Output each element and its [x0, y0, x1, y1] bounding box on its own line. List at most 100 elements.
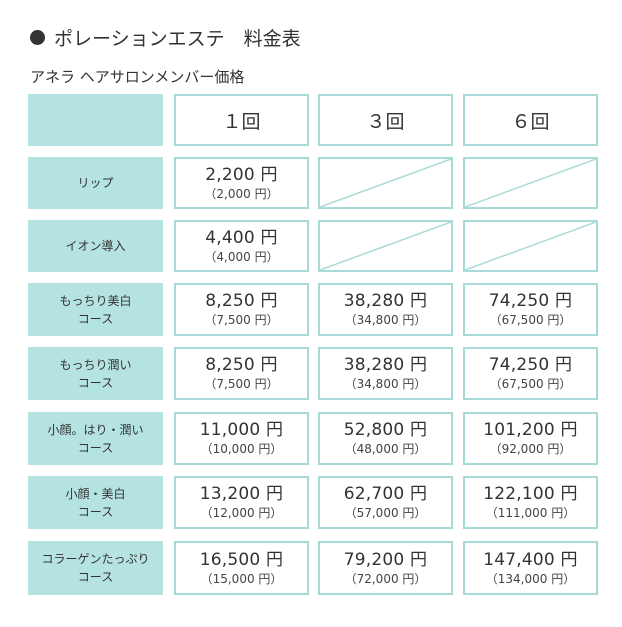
price-before-tax: （7,500 円）	[204, 377, 279, 391]
diagonal-slash	[465, 159, 596, 207]
price-before-tax: （72,000 円）	[344, 571, 427, 586]
price-block: 74,250 円 （67,500 円）	[465, 349, 596, 398]
price-block: 8,250 円 （7,500 円）	[176, 285, 307, 334]
row-label-line1: もっちり美白	[59, 293, 132, 308]
row-label: リップ	[28, 157, 163, 209]
price-cell: 101,200 円 （92,000 円）	[463, 412, 598, 465]
row-label-line2: コース	[77, 311, 114, 326]
price-before-tax: （67,500 円）	[489, 313, 572, 327]
price-amount: 74,250 円	[488, 291, 573, 311]
price-amount: 38,280 円	[343, 291, 428, 311]
price-amount: 101,200 円	[483, 420, 578, 440]
row-label: もっちり潤い コース	[28, 347, 163, 400]
price-amount: 122,100 円	[483, 484, 578, 504]
price-amount: 13,200 円	[199, 484, 284, 504]
price-block: 38,280 円 （34,800 円）	[320, 285, 451, 334]
row-label: もっちり美白 コース	[28, 283, 163, 336]
price-before-tax: （7,500 円）	[204, 313, 279, 327]
price-block: 147,400 円 （134,000 円）	[465, 543, 596, 593]
price-block: 74,250 円 （67,500 円）	[465, 285, 596, 334]
price-cell: 74,250 円 （67,500 円）	[463, 283, 598, 336]
row-label-cell: リップ	[28, 157, 163, 209]
header-col-1-label: １回	[222, 110, 261, 133]
header-col-3: ６回	[463, 94, 598, 146]
price-amount: 62,700 円	[343, 484, 428, 504]
price-before-tax: （15,000 円）	[200, 571, 283, 586]
row-label-cell: 小顔。はり・潤い コース	[28, 412, 163, 465]
price-before-tax: （12,000 円）	[200, 506, 283, 520]
price-before-tax: （134,000 円）	[485, 571, 576, 586]
price-amount: 52,800 円	[343, 420, 428, 440]
row-label-line1: 小顔。はり・潤い	[47, 422, 144, 437]
price-block: 2,200 円 （2,000 円）	[176, 159, 307, 207]
header-col-2-label: ３回	[366, 110, 405, 133]
page-title-text: ポレーションエステ 料金表	[54, 27, 301, 50]
row-label-line2: コース	[77, 375, 114, 390]
price-amount: 147,400 円	[483, 549, 578, 570]
price-amount: 4,400 円	[205, 227, 278, 248]
row-label: 小顔・美白 コース	[28, 476, 163, 529]
price-before-tax: （57,000 円）	[344, 506, 427, 520]
row-label-cell: 小顔・美白 コース	[28, 476, 163, 529]
price-block: 11,000 円 （10,000 円）	[176, 414, 307, 463]
row-label-line1: 小顔・美白	[65, 486, 126, 501]
row-label-line1: もっちり潤い	[59, 357, 132, 372]
header-col-1: １回	[174, 94, 309, 146]
price-block: 52,800 円 （48,000 円）	[320, 414, 451, 463]
row-label: コラーゲンたっぷり コース	[28, 541, 163, 595]
price-cell: 8,250 円 （7,500 円）	[174, 283, 309, 336]
row-label-cell: もっちり美白 コース	[28, 283, 163, 336]
price-block: 122,100 円 （111,000 円）	[465, 478, 596, 527]
bullet-icon	[30, 29, 45, 45]
price-block: 79,200 円 （72,000 円）	[320, 543, 451, 593]
row-label-line1: リップ	[77, 176, 114, 190]
price-amount: 8,250 円	[205, 355, 278, 375]
price-before-tax: （34,800 円）	[344, 313, 427, 327]
price-cell: 8,250 円 （7,500 円）	[174, 347, 309, 400]
row-label-line1: イオン導入	[65, 239, 126, 253]
price-block: 8,250 円 （7,500 円）	[176, 349, 307, 398]
price-before-tax: （48,000 円）	[344, 442, 427, 456]
row-label-cell: もっちり潤い コース	[28, 347, 163, 400]
header-col-2: ３回	[318, 94, 453, 146]
price-cell: 52,800 円 （48,000 円）	[318, 412, 453, 465]
price-block: 62,700 円 （57,000 円）	[320, 478, 451, 527]
price-block: 38,280 円 （34,800 円）	[320, 349, 451, 398]
diagonal-slash	[465, 222, 596, 270]
row-label: イオン導入	[28, 220, 163, 272]
row-label-cell: コラーゲンたっぷり コース	[28, 541, 163, 595]
price-amount: 2,200 円	[205, 164, 278, 185]
price-block: 16,500 円 （15,000 円）	[176, 543, 307, 593]
empty-price-cell	[318, 220, 453, 272]
price-cell: 62,700 円 （57,000 円）	[318, 476, 453, 529]
price-amount: 38,280 円	[343, 355, 428, 375]
price-cell: 147,400 円 （134,000 円）	[463, 541, 598, 595]
page-title: ポレーションエステ 料金表	[30, 24, 301, 50]
price-before-tax: （10,000 円）	[200, 442, 283, 456]
price-cell: 16,500 円 （15,000 円）	[174, 541, 309, 595]
price-cell: 79,200 円 （72,000 円）	[318, 541, 453, 595]
price-cell: 4,400 円 （4,000 円）	[174, 220, 309, 272]
header-col-3-label: ６回	[511, 110, 550, 133]
diagonal-slash	[320, 222, 451, 270]
empty-price-cell	[463, 157, 598, 209]
price-amount: 79,200 円	[343, 549, 428, 570]
row-label: 小顔。はり・潤い コース	[28, 412, 163, 465]
price-cell: 38,280 円 （34,800 円）	[318, 283, 453, 336]
price-cell: 38,280 円 （34,800 円）	[318, 347, 453, 400]
price-block: 4,400 円 （4,000 円）	[176, 222, 307, 270]
diagonal-slash	[320, 159, 451, 207]
price-cell: 122,100 円 （111,000 円）	[463, 476, 598, 529]
price-amount: 11,000 円	[199, 420, 284, 440]
row-label-line2: コース	[77, 570, 114, 584]
empty-price-cell	[463, 220, 598, 272]
header-corner-cell	[28, 94, 163, 146]
price-cell: 74,250 円 （67,500 円）	[463, 347, 598, 400]
price-block: 101,200 円 （92,000 円）	[465, 414, 596, 463]
price-amount: 74,250 円	[488, 355, 573, 375]
price-cell: 2,200 円 （2,000 円）	[174, 157, 309, 209]
price-cell: 13,200 円 （12,000 円）	[174, 476, 309, 529]
price-before-tax: （111,000 円）	[485, 506, 576, 520]
price-before-tax: （34,800 円）	[344, 377, 427, 391]
